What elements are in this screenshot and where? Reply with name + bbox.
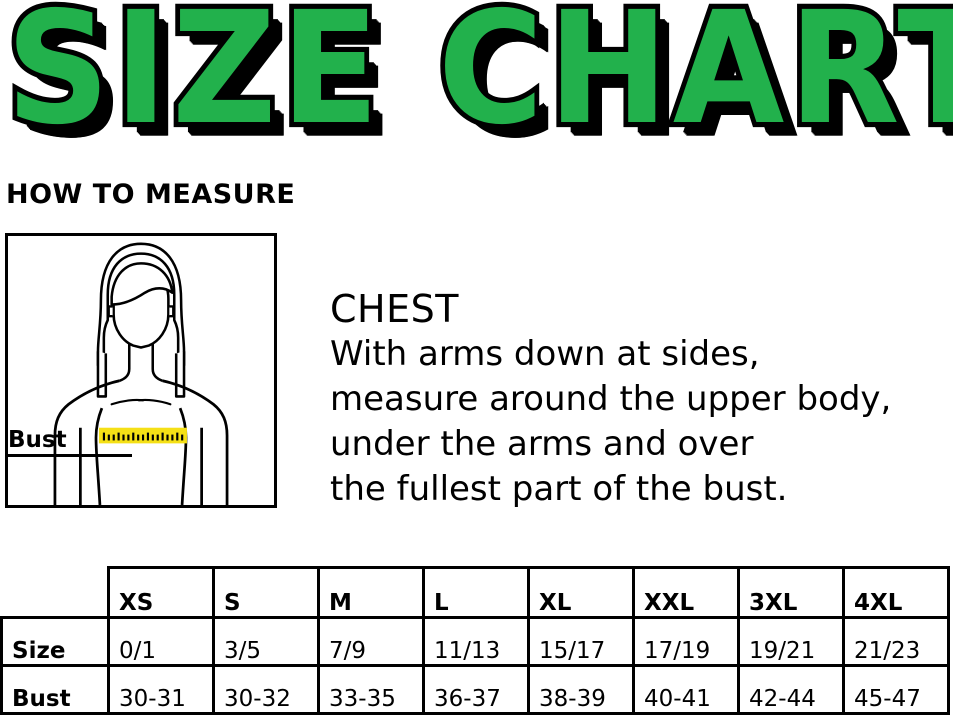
title-banner: SIZE CHART (0, 0, 953, 160)
description-line-2: measure around the upper body, (330, 379, 892, 419)
table-header-xxl: XXL (632, 566, 740, 619)
cell-bust-3xl: 42-44 (737, 664, 845, 715)
cell-size-s: 3/5 (212, 616, 320, 667)
cell-size-3xl: 19/21 (737, 616, 845, 667)
cell-size-xl: 15/17 (527, 616, 635, 667)
page-title: SIZE CHART (1, 0, 953, 160)
cell-bust-xxl: 40-41 (632, 664, 740, 715)
table-header-row: XS S M L XL XXL 3XL 4XL (1, 566, 950, 619)
cell-bust-m: 33-35 (317, 664, 425, 715)
cell-size-xs: 0/1 (107, 616, 215, 667)
table-corner-blank (1, 567, 109, 618)
cell-size-l: 11/13 (422, 616, 530, 667)
table-header-4xl: 4XL (842, 566, 950, 619)
bust-measurement-label: Bust (8, 427, 67, 453)
table-header-m: M (317, 566, 425, 619)
description-line-1: With arms down at sides, (330, 334, 760, 374)
size-table-container: XS S M L XL XXL 3XL 4XL Size 0/1 3/5 7/9… (0, 566, 953, 726)
cell-size-m: 7/9 (317, 616, 425, 667)
size-table: XS S M L XL XXL 3XL 4XL Size 0/1 3/5 7/9… (0, 566, 950, 715)
table-header-3xl: 3XL (737, 566, 845, 619)
chest-description: CHEST With arms down at sides, measure a… (330, 286, 940, 512)
description-line-4: the fullest part of the bust. (330, 469, 788, 509)
cell-bust-l: 36-37 (422, 664, 530, 715)
cell-bust-xl: 38-39 (527, 664, 635, 715)
measurement-illustration (5, 233, 277, 508)
cell-size-4xl: 21/23 (842, 616, 950, 667)
table-row-bust: Bust 30-31 30-32 33-35 36-37 38-39 40-41… (0, 664, 950, 715)
cell-bust-s: 30-32 (212, 664, 320, 715)
bust-pointer-line (8, 454, 132, 457)
cell-bust-4xl: 45-47 (842, 664, 950, 715)
table-header-s: S (212, 566, 320, 619)
description-heading: CHEST (330, 287, 459, 331)
table-header-xs: XS (107, 566, 215, 619)
cell-size-xxl: 17/19 (632, 616, 740, 667)
cell-bust-xs: 30-31 (107, 664, 215, 715)
table-row-size: Size 0/1 3/5 7/9 11/13 15/17 17/19 19/21… (0, 616, 950, 667)
row-label-bust: Bust (0, 664, 110, 715)
row-label-size: Size (0, 616, 110, 667)
table-header-l: L (422, 566, 530, 619)
table-header-xl: XL (527, 566, 635, 619)
section-heading-how-to-measure: HOW TO MEASURE (6, 179, 296, 210)
description-line-3: under the arms and over (330, 424, 754, 464)
female-figure-icon (53, 242, 229, 505)
